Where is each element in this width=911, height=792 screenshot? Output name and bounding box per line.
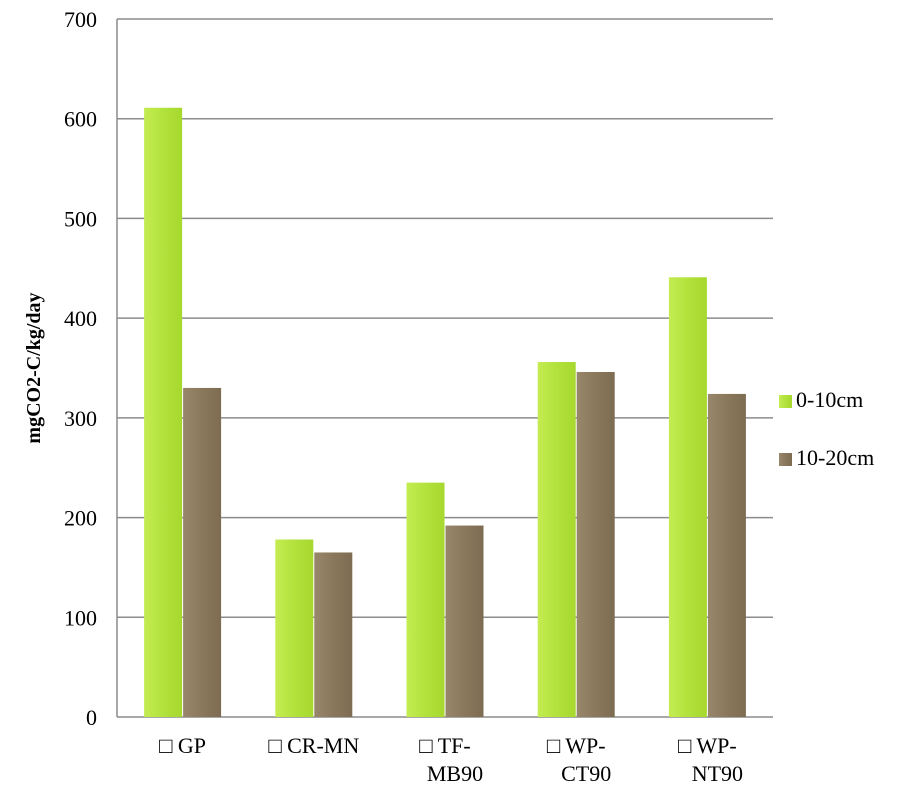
legend-label: 10-20cm bbox=[796, 445, 874, 470]
x-tick-labels: □ GP □ CR-MN □ TF-MB90 □ WP-CT90 □ WP-NT90 bbox=[159, 733, 743, 786]
legend-label: 0-10cm bbox=[796, 387, 863, 412]
y-axis-label: mgCO2-C/kg/day bbox=[23, 292, 45, 443]
gridlines bbox=[117, 18, 773, 718]
x-tick-label: □ TF-MB90 bbox=[419, 733, 483, 786]
bar-0-10cm-1 bbox=[275, 539, 314, 717]
y-tick-label: 200 bbox=[64, 506, 97, 531]
x-tick-label: □ WP-NT90 bbox=[678, 733, 743, 786]
x-tick-label: □ GP bbox=[159, 733, 206, 758]
x-tick-label: □ WP-CT90 bbox=[547, 733, 611, 786]
legend: 0-10cm 10-20cm bbox=[779, 387, 874, 470]
bar-10-20cm-0 bbox=[183, 387, 222, 717]
y-tick-label: 100 bbox=[64, 605, 97, 630]
y-tick-labels: 0 100 200 300 400 500 600 700 bbox=[64, 7, 97, 730]
bar-10-20cm-4 bbox=[707, 393, 746, 717]
bar-0-10cm-0 bbox=[144, 107, 183, 717]
bar-0-10cm-3 bbox=[537, 362, 576, 717]
bar-0-10cm-2 bbox=[406, 482, 445, 717]
legend-swatch bbox=[779, 453, 792, 466]
y-tick-label: 700 bbox=[64, 7, 97, 32]
y-tick-label: 400 bbox=[64, 306, 97, 331]
y-tick-label: 600 bbox=[64, 107, 97, 132]
legend-swatch bbox=[779, 395, 792, 408]
bar-0-10cm-4 bbox=[668, 277, 707, 717]
bar-10-20cm-2 bbox=[445, 525, 484, 717]
y-tick-label: 0 bbox=[86, 705, 97, 730]
bar-10-20cm-3 bbox=[576, 371, 615, 717]
y-tick-label: 500 bbox=[64, 206, 97, 231]
bar-10-20cm-1 bbox=[314, 552, 353, 717]
y-tick-label: 300 bbox=[64, 406, 97, 431]
x-tick-label: □ CR-MN bbox=[268, 733, 359, 758]
bars bbox=[144, 107, 746, 717]
